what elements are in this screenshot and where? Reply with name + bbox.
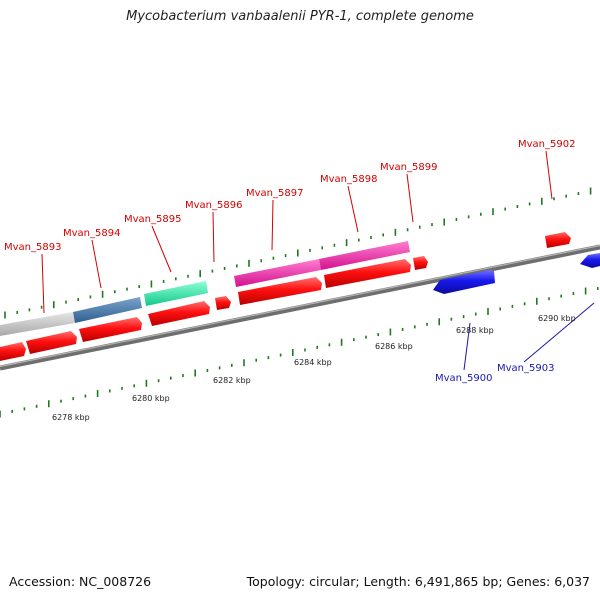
gene-arrow-mvan-5894 xyxy=(26,331,77,354)
feature-block-steel xyxy=(73,297,142,323)
gene-labels: Mvan_5893 Mvan_5894 Mvan_5895 Mvan_5896 … xyxy=(4,139,575,384)
gene-arrow-mvan-5893 xyxy=(0,342,26,361)
axis-label-6288: 6288 kbp xyxy=(456,326,494,335)
gene-arrow-mvan-5896 xyxy=(148,301,210,326)
gene-arrow-mvan-5900 xyxy=(433,270,495,294)
feature-block-pink-1 xyxy=(234,259,321,287)
gene-label-mvan-5896[interactable]: Mvan_5896 xyxy=(185,200,242,211)
axis-label-6284: 6284 kbp xyxy=(294,358,332,367)
leader-line xyxy=(271,199,274,251)
leader-line xyxy=(545,150,553,200)
genome-title: Mycobacterium vanbaalenii PYR-1, complet… xyxy=(126,9,474,24)
gene-label-mvan-5898[interactable]: Mvan_5898 xyxy=(320,174,377,185)
leader-line xyxy=(347,185,359,233)
gene-arrow-mvan-5902 xyxy=(545,232,571,248)
axis-label-6278: 6278 kbp xyxy=(52,413,90,422)
gene-label-mvan-5899[interactable]: Mvan_5899 xyxy=(380,162,437,173)
gene-arrow-mvan-5899 xyxy=(413,256,428,270)
label-leader-lines xyxy=(41,150,595,371)
feature-block-gray xyxy=(0,312,75,336)
feature-block-mint xyxy=(144,281,208,306)
leader-line xyxy=(151,225,172,273)
gene-label-mvan-5902[interactable]: Mvan_5902 xyxy=(518,139,575,150)
axis-labels: 6278 kbp 6280 kbp 6282 kbp 6284 kbp 6286… xyxy=(52,314,576,422)
leader-line xyxy=(41,253,45,314)
leader-line xyxy=(463,322,471,371)
axis-label-6280: 6280 kbp xyxy=(132,394,170,403)
leader-line xyxy=(406,173,414,223)
outer-tick-row xyxy=(4,187,592,319)
leader-line xyxy=(523,302,595,363)
gene-label-mvan-5897[interactable]: Mvan_5897 xyxy=(246,188,303,199)
gene-label-mvan-5903[interactable]: Mvan_5903 xyxy=(497,363,554,374)
leader-line xyxy=(91,239,102,289)
gene-label-mvan-5893[interactable]: Mvan_5893 xyxy=(4,242,61,253)
axis-label-6286: 6286 kbp xyxy=(375,342,413,351)
genome-backbone-highlight xyxy=(0,244,600,368)
inner-tick-row xyxy=(0,286,599,418)
gene-label-mvan-5895[interactable]: Mvan_5895 xyxy=(124,214,181,225)
accession-text: Accession: NC_008726 xyxy=(9,574,152,589)
axis-label-6282: 6282 kbp xyxy=(213,376,251,385)
genome-backbone xyxy=(0,244,600,371)
leader-line xyxy=(212,211,215,263)
gene-label-mvan-5894[interactable]: Mvan_5894 xyxy=(63,228,120,239)
gene-arrow-mvan-5895 xyxy=(79,317,142,342)
gene-arrow-mvan-5898 xyxy=(324,259,411,288)
axis-label-6290: 6290 kbp xyxy=(538,314,576,323)
gene-label-mvan-5900[interactable]: Mvan_5900 xyxy=(435,373,492,384)
feature-block-pink-2 xyxy=(319,241,410,270)
genome-summary-text: Topology: circular; Length: 6,491,865 bp… xyxy=(246,574,590,589)
gene-arrow-mvan-5896b xyxy=(215,296,231,310)
gene-arrow-mvan-5903 xyxy=(580,253,600,268)
gene-arrow-mvan-5897 xyxy=(238,277,322,305)
